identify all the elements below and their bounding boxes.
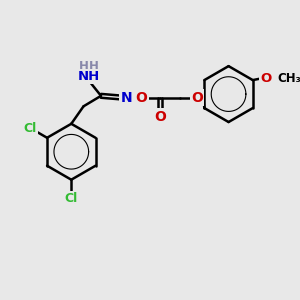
- Text: O: O: [260, 72, 272, 85]
- Text: O: O: [191, 91, 203, 105]
- Text: H: H: [79, 61, 88, 74]
- Text: Cl: Cl: [65, 192, 78, 206]
- Text: N: N: [121, 91, 132, 105]
- Text: Cl: Cl: [24, 122, 37, 135]
- Text: NH: NH: [78, 70, 100, 83]
- Text: H: H: [89, 61, 99, 74]
- Text: O: O: [154, 110, 166, 124]
- Text: O: O: [135, 91, 147, 105]
- Text: CH₃: CH₃: [277, 72, 300, 85]
